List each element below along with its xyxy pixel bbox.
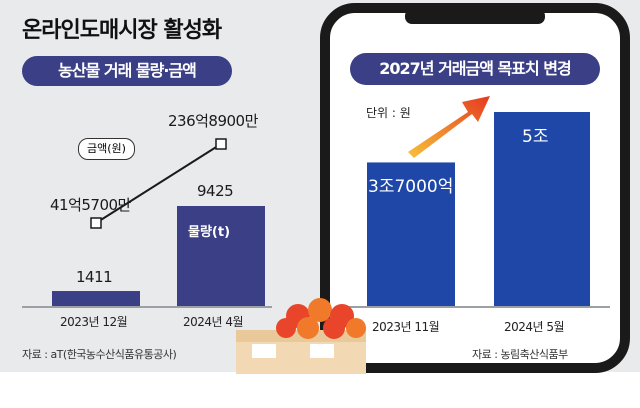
right-tick-2024-05: 2024년 5월 [504,320,565,334]
target-bar-1 [494,112,590,306]
amount-line [95,143,222,224]
left-source: 자료 : aT(한국농수산식품유통공사) [22,348,177,361]
left-tick-2023-12: 2023년 12월 [60,315,128,329]
growth-arrow-icon [408,96,490,158]
target-bar-0 [367,162,455,306]
left-bars [52,206,265,306]
right-source: 자료 : 농림축산식품부 [472,348,568,361]
right-axis-line [340,306,610,308]
left-axis-line [22,306,272,308]
volume-bar-1 [177,206,265,306]
right-chart-title: 2027년 거래금액 목표치 변경 [350,53,600,85]
right-tick-2023-11: 2023년 11월 [372,320,440,334]
volume-bar-0 [52,291,140,306]
left-tick-2024-04: 2024년 4월 [183,315,244,329]
amount-line-series [90,138,227,229]
phone-notch [405,9,545,24]
target-label-2024: 5조 [522,127,549,147]
amount-marker-1 [215,138,227,150]
amount-label-2024: 236억8900만 [168,112,258,130]
right-bars [367,112,590,306]
amount-marker-0 [90,217,102,229]
left-chart-title: 농산물 거래 물량·금액 [22,56,232,86]
volume-label-2024: 9425 [197,182,234,200]
produce-box-icon [236,298,366,374]
volume-label-2023: 1411 [76,268,113,286]
right-unit: 단위 : 원 [366,106,411,120]
amount-label-2023: 41억5700만 [50,196,131,214]
page-title: 온라인도매시장 활성화 [22,18,222,43]
volume-series-label: 물량(t) [188,225,231,240]
footer-strip [0,372,640,408]
amount-series-legend: 금액(원) [78,138,135,160]
target-label-2023: 3조7000억 [368,177,454,197]
